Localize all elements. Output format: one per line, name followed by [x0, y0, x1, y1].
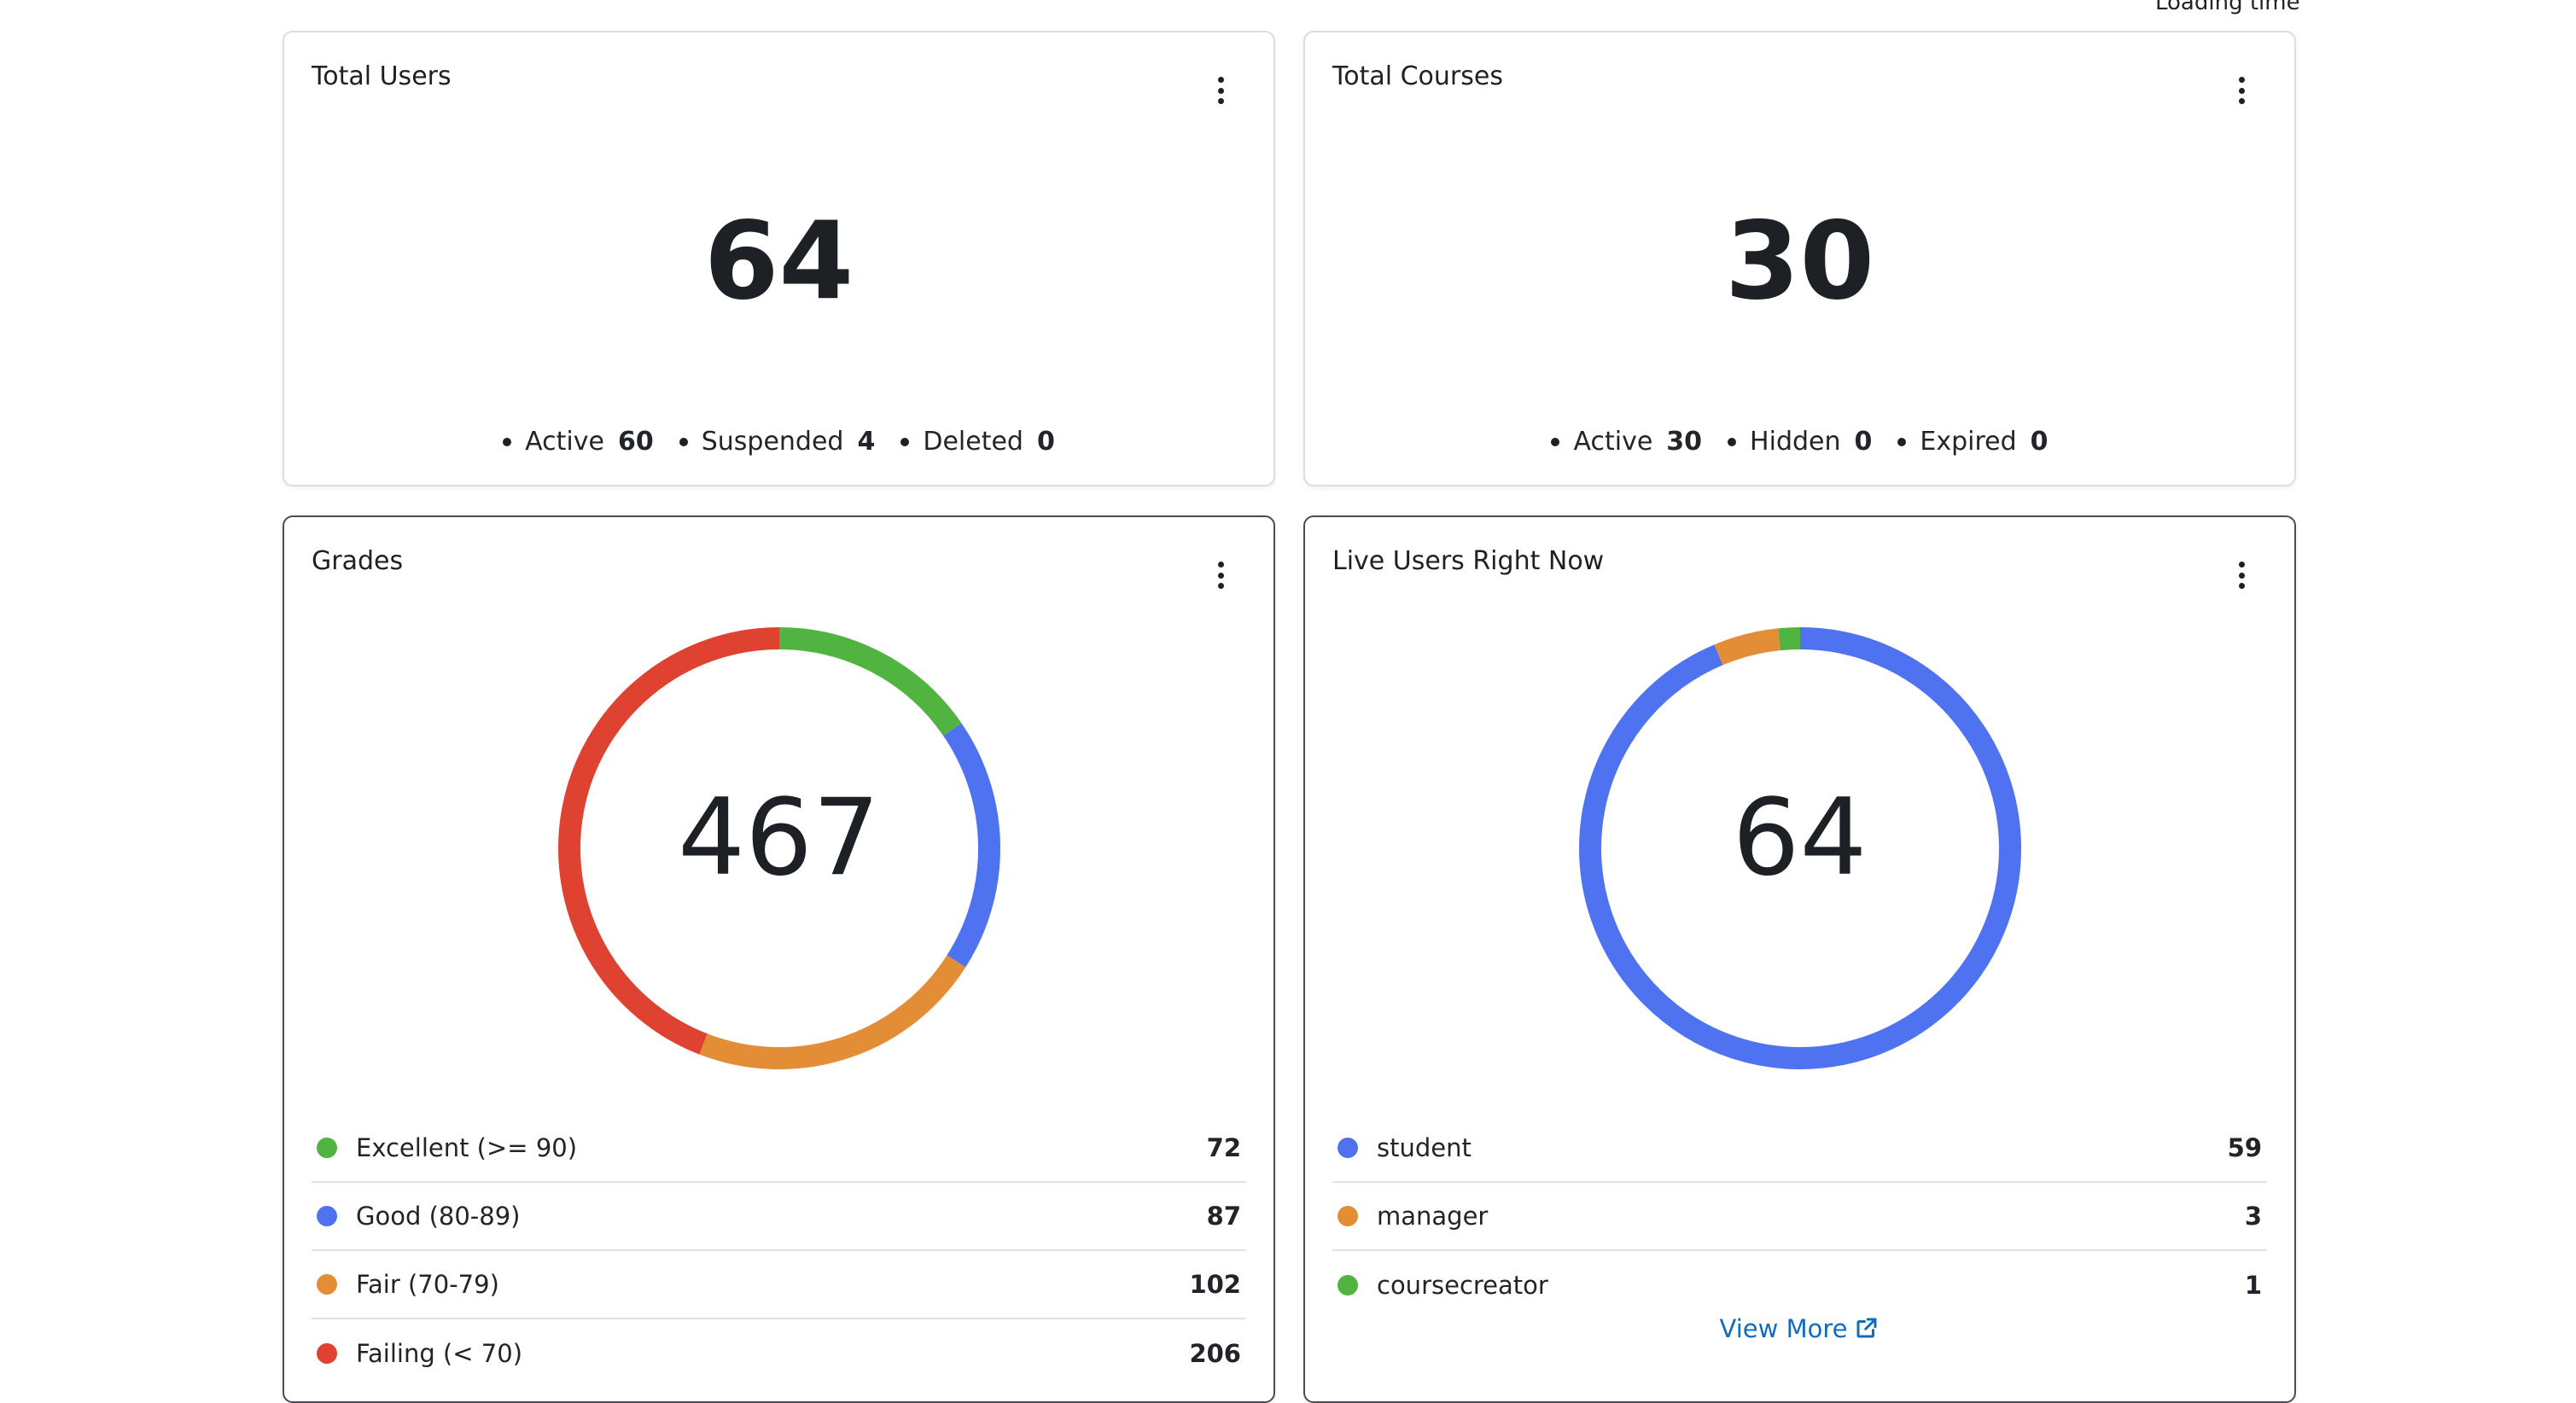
donut-slice-good-80-89	[942, 723, 1000, 968]
course-stats: Active 30 Hidden 0 Expired 0	[1305, 427, 2294, 457]
stat-value: 4	[857, 427, 876, 457]
list-item: manager 3	[1332, 1183, 2267, 1251]
legend-value: 1	[2244, 1271, 2262, 1300]
stat-label: Suspended	[701, 427, 844, 457]
kebab-menu-icon[interactable]	[1210, 558, 1231, 592]
list-item: Good (80-89) 87	[312, 1183, 1246, 1251]
total-courses-count: 30	[1724, 198, 1875, 323]
legend-dot-icon	[317, 1138, 337, 1158]
live-users-donut-chart: 64	[1305, 626, 2294, 1070]
bullet-icon	[1728, 437, 1737, 446]
stat-label: Expired	[1920, 427, 2017, 457]
grades-card: Grades 467 Excellent (>= 90) 72 Good (80-…	[283, 515, 1275, 1403]
kebab-menu-icon[interactable]	[2231, 558, 2252, 592]
stat-value: 0	[1854, 427, 1873, 457]
legend-value: 206	[1189, 1339, 1241, 1368]
card-title: Grades	[312, 546, 404, 576]
stat-value: 0	[2030, 427, 2049, 457]
legend-value: 72	[1206, 1133, 1241, 1162]
stat-value: 30	[1666, 427, 1703, 457]
total-users-count: 64	[703, 198, 854, 323]
grades-donut-svg	[557, 627, 1000, 1069]
legend-label: Excellent (>= 90)	[356, 1133, 578, 1162]
card-title: Total Users	[312, 61, 452, 91]
donut-slice-coursecreator	[1777, 627, 1800, 651]
stat-value: 60	[617, 427, 654, 457]
live-users-card: Live Users Right Now 64 student 59 manage…	[1303, 515, 2296, 1403]
legend-value: 102	[1189, 1270, 1241, 1299]
grades-donut-chart: 467	[284, 626, 1273, 1070]
legend-label: manager	[1377, 1202, 1489, 1231]
list-item: student 59	[1332, 1115, 2267, 1183]
list-item: Failing (< 70) 206	[312, 1319, 1246, 1388]
stat-label: Hidden	[1750, 427, 1841, 457]
stat-active: Active 60	[503, 427, 654, 457]
external-link-icon	[1856, 1318, 1877, 1338]
legend-label: coursecreator	[1377, 1271, 1548, 1300]
kebab-menu-icon[interactable]	[1210, 73, 1231, 108]
total-users-card: Total Users 64 Active 60 Suspended 4 Delet…	[283, 31, 1275, 486]
live-users-legend: student 59 manager 3 coursecreator 1	[1332, 1115, 2267, 1319]
legend-value: 3	[2244, 1202, 2262, 1231]
donut-slice-student	[1578, 627, 2021, 1069]
view-more-label: View More	[1719, 1314, 1848, 1343]
live-users-total: 64	[1732, 777, 1868, 899]
list-item: coursecreator 1	[1332, 1251, 2267, 1319]
legend-label: Good (80-89)	[356, 1202, 521, 1231]
donut-slice-manager	[1713, 628, 1780, 666]
card-title: Live Users Right Now	[1332, 546, 1605, 576]
legend-dot-icon	[1338, 1206, 1358, 1226]
stat-value: 0	[1036, 427, 1055, 457]
grades-legend: Excellent (>= 90) 72 Good (80-89) 87 Fair …	[312, 1115, 1246, 1388]
stat-suspended: Suspended 4	[679, 427, 876, 457]
bullet-icon	[1897, 437, 1907, 446]
legend-label: Failing (< 70)	[356, 1339, 523, 1368]
stat-label: Active	[525, 427, 604, 457]
list-item: Fair (70-79) 102	[312, 1251, 1246, 1319]
legend-dot-icon	[317, 1274, 337, 1295]
legend-label: student	[1377, 1133, 1472, 1162]
legend-value: 59	[2227, 1133, 2262, 1162]
list-item: Excellent (>= 90) 72	[312, 1115, 1246, 1183]
bullet-icon	[503, 437, 512, 446]
donut-slice-excellent-90	[778, 627, 961, 736]
stat-deleted: Deleted 0	[900, 427, 1055, 457]
bullet-icon	[1551, 437, 1560, 446]
stat-expired: Expired 0	[1897, 427, 2049, 457]
total-courses-card: Total Courses 30 Active 30 Hidden 0 Expire…	[1303, 31, 2296, 486]
grades-total: 467	[678, 777, 880, 899]
user-stats: Active 60 Suspended 4 Deleted 0	[284, 427, 1273, 457]
live-users-donut-svg	[1578, 627, 2021, 1069]
legend-dot-icon	[1338, 1275, 1358, 1295]
bullet-icon	[900, 437, 910, 446]
stat-label: Deleted	[923, 427, 1023, 457]
view-more-link[interactable]: View More	[1303, 1314, 2296, 1343]
legend-dot-icon	[1338, 1138, 1358, 1158]
stat-label: Active	[1573, 427, 1653, 457]
legend-value: 87	[1206, 1202, 1241, 1231]
card-title: Total Courses	[1332, 61, 1503, 91]
loading-time-label: Loading time	[2155, 0, 2300, 15]
stat-hidden: Hidden 0	[1728, 427, 1872, 457]
bullet-icon	[679, 437, 688, 446]
stat-active: Active 30	[1551, 427, 1702, 457]
donut-slice-failing-70	[557, 627, 779, 1055]
legend-dot-icon	[317, 1206, 337, 1226]
legend-label: Fair (70-79)	[356, 1270, 499, 1299]
legend-dot-icon	[317, 1343, 337, 1364]
kebab-menu-icon[interactable]	[2231, 73, 2252, 108]
donut-slice-fair-70-79	[698, 955, 965, 1069]
